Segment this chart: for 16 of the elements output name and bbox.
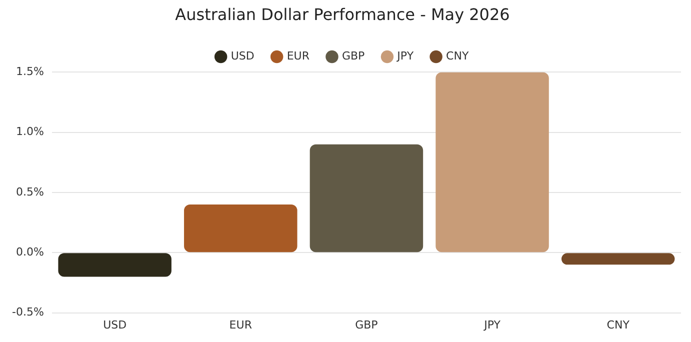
x-tick-label: USD — [103, 318, 127, 332]
y-tick-label: 0.0% — [16, 246, 44, 259]
y-tick-label: 1.5% — [16, 65, 44, 78]
x-tick-label: JPY — [483, 318, 501, 332]
chart-title: Australian Dollar Performance - May 2026 — [175, 4, 510, 24]
legend-label: USD — [230, 50, 254, 63]
x-tick-label: CNY — [606, 318, 630, 332]
y-tick-label: 0.5% — [16, 185, 44, 198]
y-tick-label: -0.5% — [12, 306, 44, 319]
x-tick-label: GBP — [355, 318, 378, 332]
legend-label: CNY — [446, 50, 469, 63]
legend-label: JPY — [396, 50, 414, 63]
legend-label: GBP — [342, 50, 366, 63]
y-tick-label: 1.0% — [16, 125, 44, 138]
legend-label: EUR — [286, 50, 310, 63]
x-tick-label: EUR — [229, 318, 252, 332]
